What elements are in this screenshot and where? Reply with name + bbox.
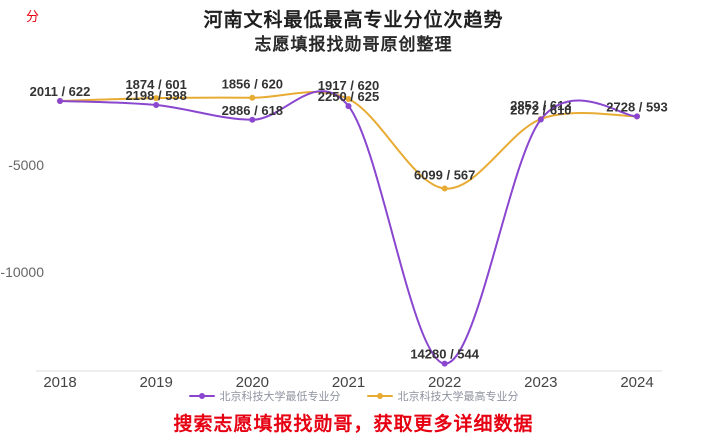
data-point-label: 1917 / 620 (318, 78, 379, 93)
data-point-marker (249, 94, 256, 101)
data-point-label: 2198 / 598 (125, 88, 186, 103)
x-axis-tick-label: 2021 (332, 374, 365, 391)
y-axis-tick-label: -10000 (0, 264, 44, 280)
data-point-label: 1856 / 620 (222, 77, 283, 92)
legend-line-icon (366, 393, 393, 399)
x-axis-tick-label: 2024 (620, 374, 653, 391)
chart-title: 河南文科最低最高专业分位次趋势 (203, 10, 504, 31)
legend-label: 北京科技大学最高专业分 (397, 391, 519, 403)
data-point-marker (441, 185, 448, 192)
data-point-marker (634, 113, 640, 120)
series-line-0 (59, 90, 638, 365)
data-point-marker (345, 96, 352, 103)
data-point-label: 1874 / 601 (125, 77, 186, 92)
data-point-marker (537, 116, 544, 123)
data-point-marker (153, 102, 160, 109)
legend-line-icon (188, 393, 215, 399)
x-axis-tick-label: 2019 (139, 374, 172, 391)
data-point-label: 6099 / 567 (414, 168, 475, 183)
data-point-label: 2886 / 618 (222, 103, 283, 118)
data-point-label: 2872 / 610 (510, 102, 571, 117)
legend-label: 北京科技大学最低专业分 (219, 391, 341, 403)
chart-legend: 北京科技大学最低专业分 北京科技大学最高专业分 (0, 388, 707, 404)
data-point-label: 14280 / 544 (410, 347, 479, 362)
y-axis-tick-label: -5000 (8, 157, 44, 173)
data-point-label: 2250 / 625 (318, 89, 379, 104)
x-axis-tick-label: 2023 (524, 374, 557, 391)
data-point-label: 2011 / 622 (30, 84, 91, 99)
data-point-label: 2728 / 593 (606, 99, 667, 114)
data-point-marker (153, 95, 160, 102)
legend-item[interactable]: 北京科技大学最高专业分 (366, 388, 519, 404)
data-point-marker (57, 98, 63, 105)
legend-item[interactable]: 北京科技大学最低专业分 (188, 388, 341, 404)
axis-unit-mark: 分 (26, 9, 40, 24)
chart-subtitle: 志愿填报找勋哥原创整理 (254, 35, 453, 54)
data-point-marker (249, 116, 256, 123)
data-point-label: 2853 / 613 (510, 98, 571, 113)
x-axis-tick-label: 2022 (428, 374, 461, 391)
footer-promo-text: 搜索志愿填报找勋哥，获取更多详细数据 (173, 414, 534, 435)
data-point-marker (345, 103, 352, 110)
x-axis-tick-label: 2018 (43, 374, 76, 391)
data-point-marker (441, 360, 448, 367)
x-axis-tick-label: 2020 (236, 374, 269, 391)
